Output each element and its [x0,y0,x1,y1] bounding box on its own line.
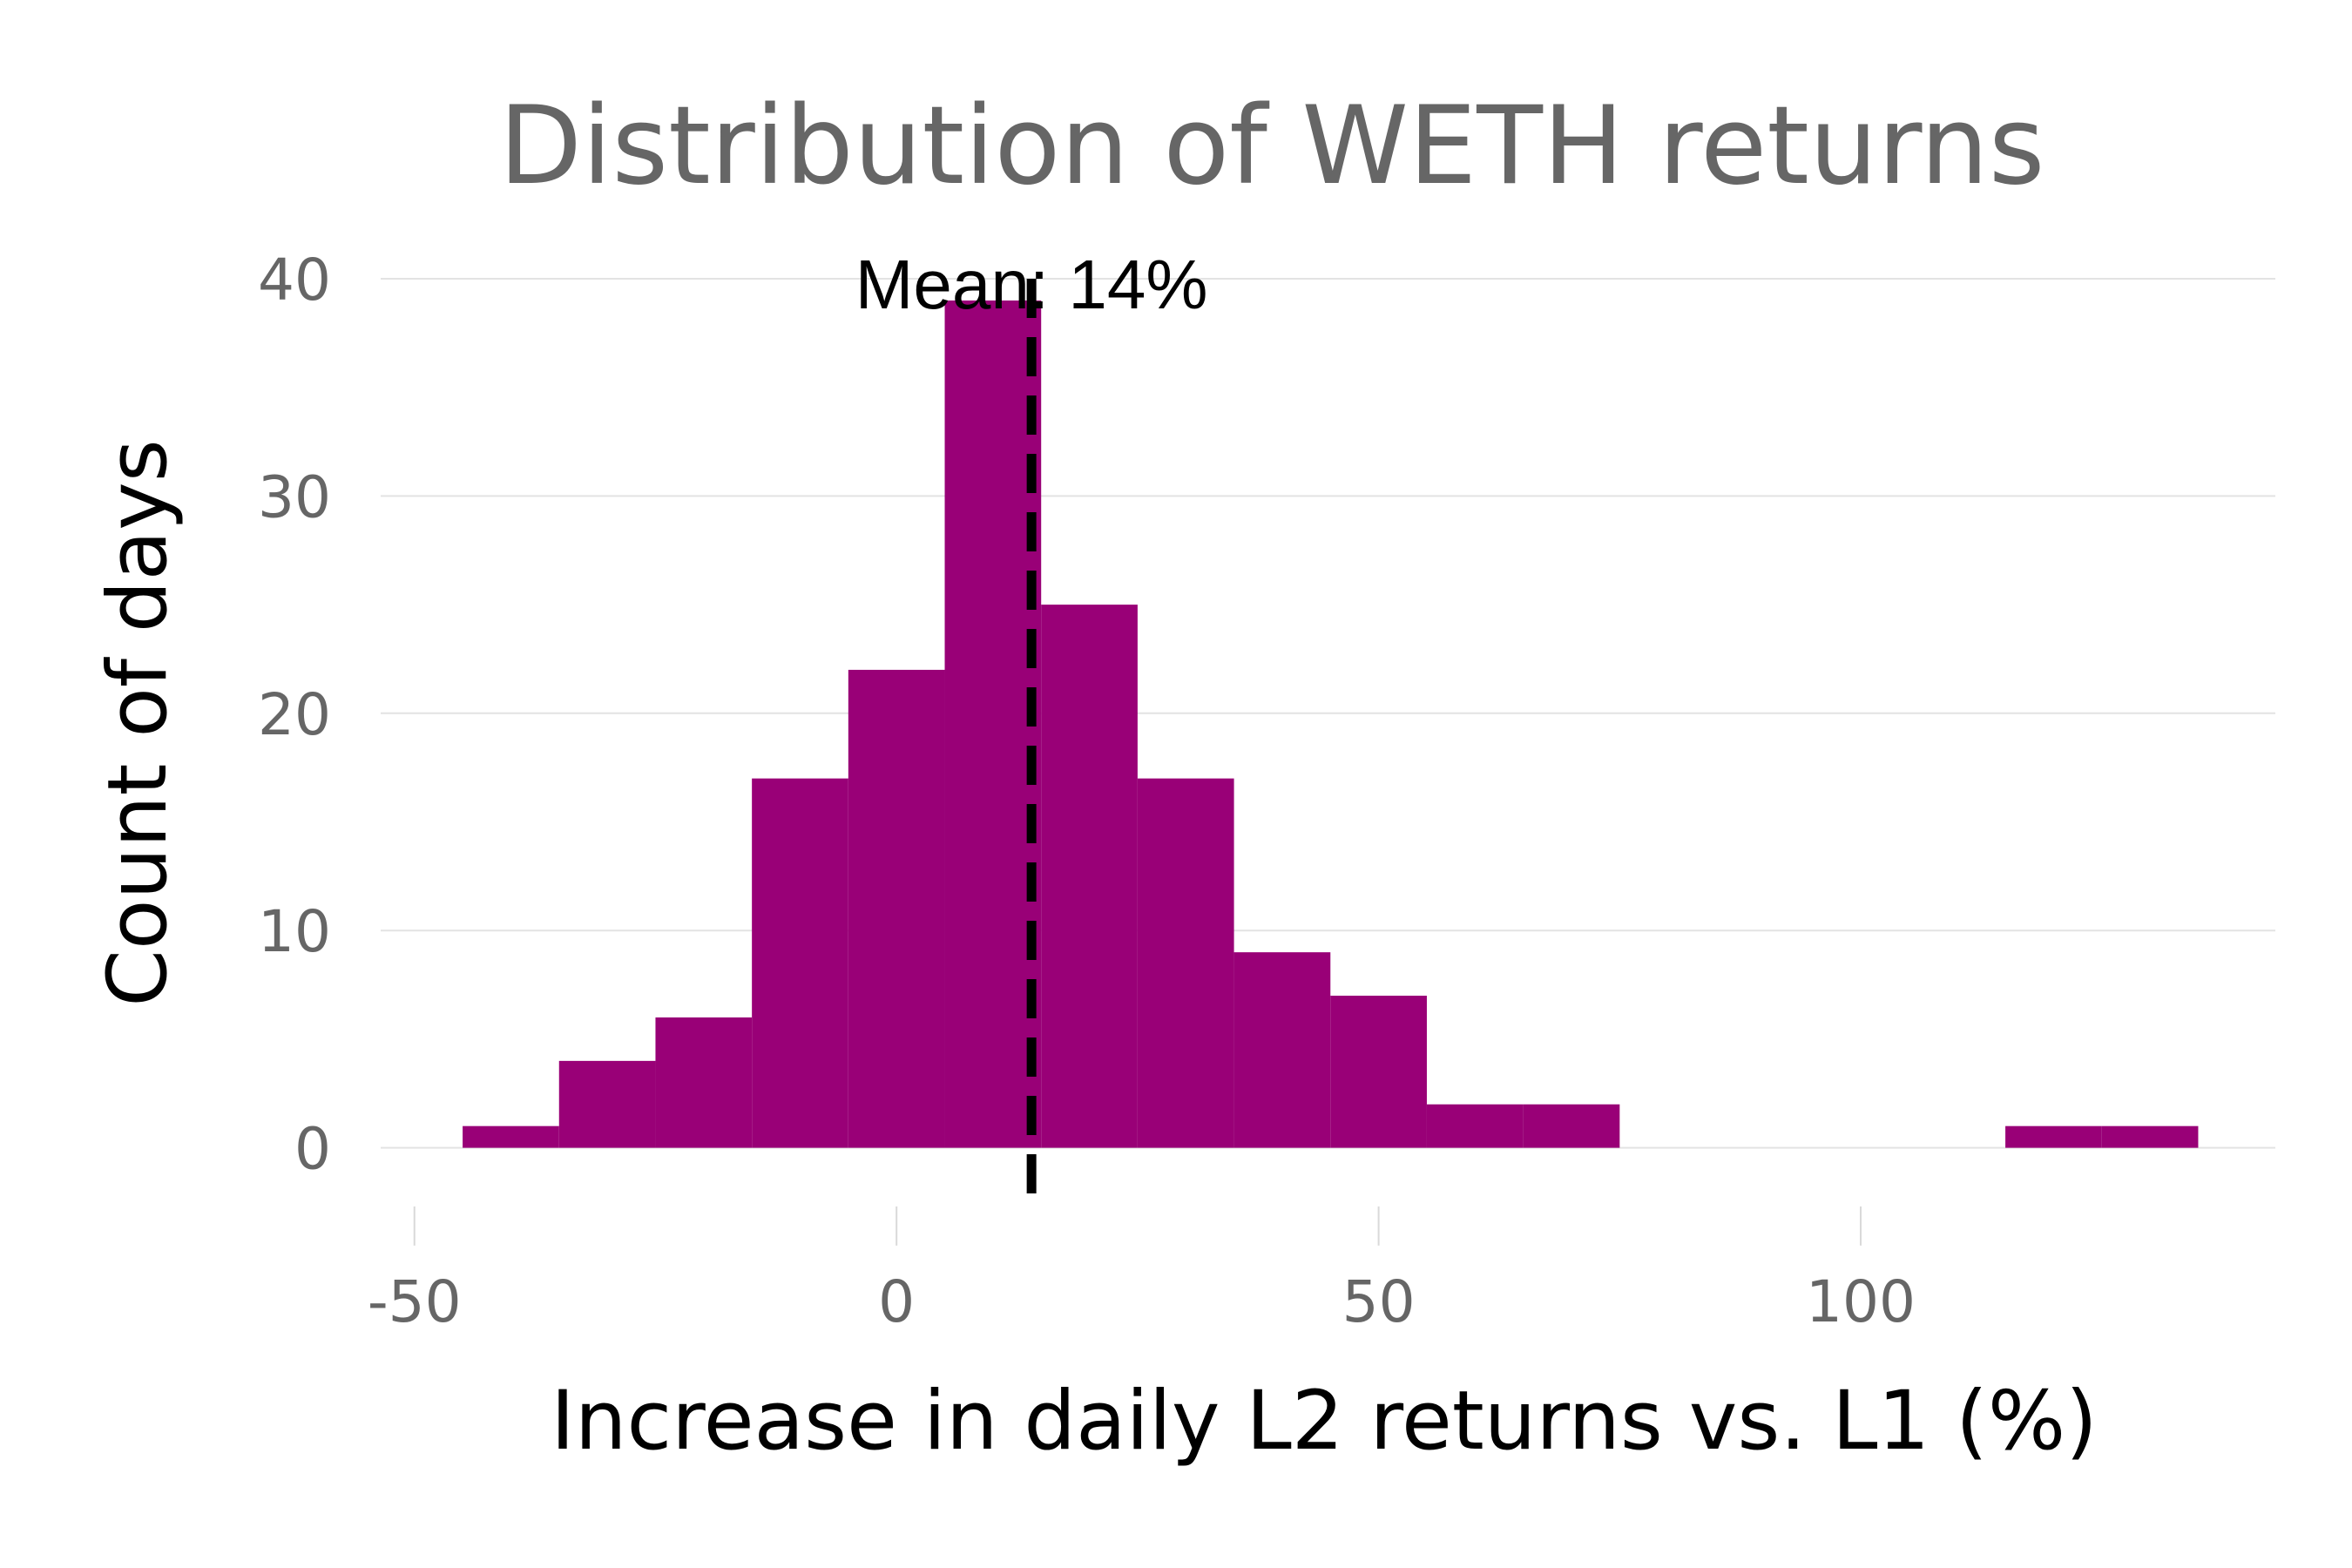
histogram-bar [463,1125,559,1148]
y-tick-label: 40 [258,247,331,314]
histogram-bar [752,778,848,1148]
histogram-bars [463,300,2199,1148]
histogram-bar [1523,1104,1620,1148]
y-tick-label: 20 [258,681,331,748]
histogram-bar [558,1060,656,1148]
x-tick-label: -50 [368,1268,462,1335]
y-tick-label: 30 [258,463,331,531]
grid-lines [381,278,2275,1246]
x-tick-label: 50 [1342,1268,1416,1335]
histogram-bar [1233,952,1331,1148]
chart-title: Distribution of WETH returns [499,84,2045,209]
histogram-bar [1137,778,1234,1148]
histogram-bar [1041,605,1138,1148]
histogram-bar [655,1017,753,1148]
histogram-bar [848,669,945,1148]
histogram-bar [1426,1104,1524,1148]
x-axis-label: Increase in daily L2 returns vs. L1 (%) [551,1374,2098,1469]
tick-labels: 0 10 20 30 40 -50 0 50 100 [258,247,1916,1335]
y-tick-label: 0 [294,1116,331,1183]
mean-annotation: Mean: 14% [855,246,1208,323]
x-tick-label: 100 [1806,1268,1916,1335]
histogram-bar [944,300,1042,1148]
y-tick-label: 10 [258,898,331,965]
histogram-bar [2101,1125,2199,1148]
histogram-bar [1330,996,1427,1148]
y-axis-label: Count of days [91,439,186,1006]
histogram-bar [2005,1125,2102,1148]
x-tick-label: 0 [878,1268,915,1335]
